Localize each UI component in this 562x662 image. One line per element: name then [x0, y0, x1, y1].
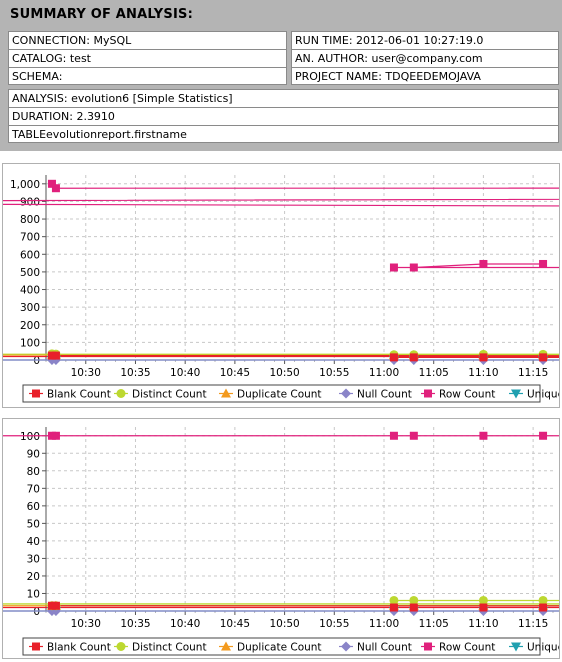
- legend-label-null: Null Count: [357, 642, 412, 654]
- x-tick-label: 10:45: [220, 618, 250, 630]
- run-info-box: RUN TIME: 2012-06-01 10:27:19.0 AN. AUTH…: [291, 31, 559, 85]
- y-tick-label: 700: [20, 232, 40, 244]
- point-blank: [390, 353, 398, 361]
- analysis-label: ANALYSIS: evolution6 [Simple Statistics]: [9, 90, 558, 108]
- point-blank: [52, 352, 60, 360]
- x-tick-label: 11:10: [468, 618, 498, 630]
- legend-label-duplicate: Duplicate Count: [237, 389, 322, 401]
- legend-label-blank: Blank Count: [47, 389, 111, 401]
- duration-label: DURATION: 2.3910: [9, 108, 558, 126]
- point-blank: [52, 602, 60, 610]
- x-tick-label: 11:15: [518, 618, 548, 630]
- y-tick-label: 800: [20, 214, 40, 226]
- legend-marker-row: [424, 643, 432, 651]
- y-tick-label: 1,000: [10, 179, 40, 191]
- legend-label-null: Null Count: [357, 389, 412, 401]
- y-tick-label: 500: [20, 267, 40, 279]
- run-time-label: RUN TIME: 2012-06-01 10:27:19.0: [292, 32, 558, 50]
- y-tick-label: 900: [20, 196, 40, 208]
- y-tick-label: 400: [20, 285, 40, 297]
- x-tick-label: 11:15: [518, 367, 548, 379]
- connection-info-box: CONNECTION: MySQL CATALOG: test SCHEMA:: [8, 31, 287, 85]
- y-tick-label: 300: [20, 302, 40, 314]
- x-tick-label: 10:30: [71, 618, 101, 630]
- legend-label-unique: Unique Count: [527, 389, 559, 401]
- schema-label: SCHEMA:: [9, 68, 286, 86]
- point-row: [539, 432, 547, 440]
- x-tick-label: 11:05: [419, 367, 449, 379]
- point-row: [479, 432, 487, 440]
- x-tick-label: 10:35: [120, 367, 150, 379]
- summary-panel: SUMMARY OF ANALYSIS: CONNECTION: MySQL C…: [0, 0, 562, 151]
- x-tick-label: 10:35: [120, 618, 150, 630]
- y-tick-label: 90: [27, 448, 40, 460]
- series-line-blank: [3, 356, 559, 358]
- legend-marker-distinct: [117, 389, 126, 398]
- legend-marker-distinct: [117, 642, 126, 651]
- legend-label-distinct: Distinct Count: [132, 642, 207, 654]
- legend-marker-blank: [32, 390, 40, 398]
- x-tick-label: 10:40: [170, 367, 200, 379]
- point-row: [479, 260, 487, 268]
- x-tick-label: 10:40: [170, 618, 200, 630]
- point-row: [410, 264, 418, 272]
- point-row: [390, 432, 398, 440]
- author-label: AN. AUTHOR: user@company.com: [292, 50, 558, 68]
- point-row: [52, 184, 60, 192]
- plot-area: [46, 427, 553, 611]
- point-row: [539, 260, 547, 268]
- point-blank: [479, 353, 487, 361]
- point-row: [390, 264, 398, 272]
- y-tick-label: 60: [27, 501, 40, 513]
- x-tick-label: 10:50: [269, 618, 299, 630]
- y-tick-label: 70: [27, 483, 40, 495]
- legend-label-duplicate: Duplicate Count: [237, 642, 322, 654]
- point-row: [410, 432, 418, 440]
- connection-label: CONNECTION: MySQL: [9, 32, 286, 50]
- legend-label-blank: Blank Count: [47, 642, 111, 654]
- y-tick-label: 100: [20, 431, 40, 443]
- y-tick-label: 20: [27, 571, 40, 583]
- legend-marker-blank: [32, 643, 40, 651]
- point-blank: [410, 353, 418, 361]
- x-tick-label: 10:55: [319, 367, 349, 379]
- summary-title: SUMMARY OF ANALYSIS:: [10, 7, 193, 22]
- point-row: [52, 432, 60, 440]
- point-blank: [390, 603, 398, 611]
- catalog-label: CATALOG: test: [9, 50, 286, 68]
- y-tick-label: 40: [27, 536, 40, 548]
- y-tick-label: 80: [27, 466, 40, 478]
- y-tick-label: 50: [27, 518, 40, 530]
- legend-label-row: Row Count: [439, 642, 495, 654]
- point-blank: [539, 353, 547, 361]
- x-tick-label: 10:55: [319, 618, 349, 630]
- legend-label-distinct: Distinct Count: [132, 389, 207, 401]
- y-tick-label: 100: [20, 337, 40, 349]
- y-tick-label: 600: [20, 249, 40, 261]
- x-tick-label: 11:00: [369, 618, 399, 630]
- x-tick-label: 11:00: [369, 367, 399, 379]
- x-tick-label: 11:10: [468, 367, 498, 379]
- point-blank: [410, 603, 418, 611]
- point-blank: [539, 603, 547, 611]
- y-tick-label: 10: [27, 588, 40, 600]
- x-tick-label: 10:45: [220, 367, 250, 379]
- y-tick-label: 30: [27, 553, 40, 565]
- project-name-label: PROJECT NAME: TDQEEDEMOJAVA: [292, 68, 558, 86]
- x-tick-label: 10:50: [269, 367, 299, 379]
- series-line-distinct: [3, 354, 559, 355]
- legend-marker-row: [424, 390, 432, 398]
- point-blank: [479, 603, 487, 611]
- x-tick-label: 10:30: [71, 367, 101, 379]
- legend-label-unique: Unique Count: [527, 642, 559, 654]
- x-tick-label: 11:05: [419, 618, 449, 630]
- table-label: TABLEevolutionreport.firstname: [9, 126, 558, 144]
- legend-label-row: Row Count: [439, 389, 495, 401]
- y-tick-label: 200: [20, 320, 40, 332]
- analysis-info-box: ANALYSIS: evolution6 [Simple Statistics]…: [8, 89, 559, 143]
